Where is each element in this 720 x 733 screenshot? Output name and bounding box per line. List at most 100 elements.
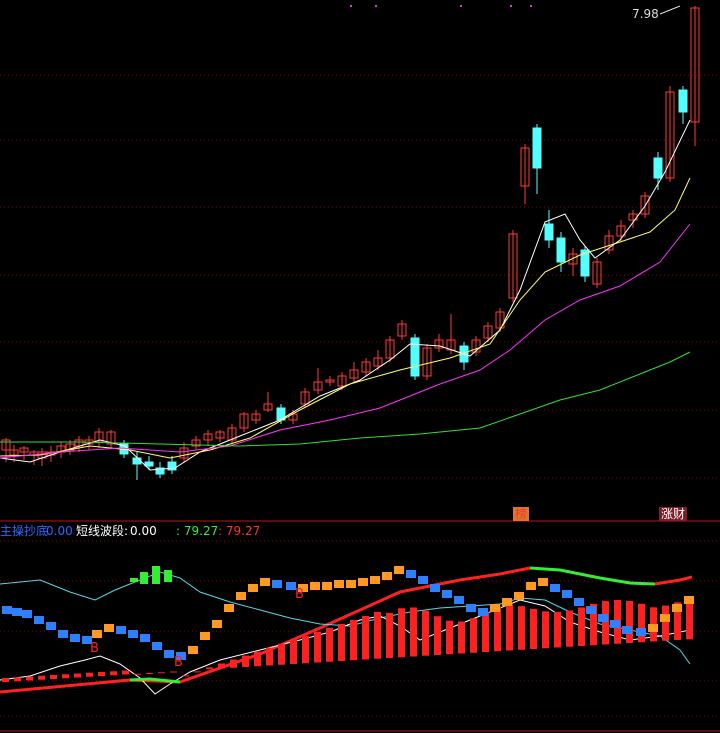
ma-mid-line	[0, 177, 691, 459]
histogram-bar	[590, 603, 597, 646]
indicator-graphics	[2, 566, 694, 684]
candle-body	[19, 447, 29, 453]
indicator-title[interactable]: 主操抄底	[0, 524, 49, 538]
step-block	[164, 650, 174, 658]
step-block	[128, 630, 138, 638]
histogram-bar	[194, 671, 201, 673]
marker-dot	[460, 5, 462, 7]
trend-line-down	[129, 677, 181, 684]
step-block	[478, 608, 488, 616]
histogram-bar	[146, 673, 153, 674]
step-block	[212, 620, 222, 628]
histogram-bar	[158, 672, 165, 674]
histogram-bar	[386, 612, 393, 658]
tag-zhangcai[interactable]: 涨财	[659, 507, 688, 521]
histogram-bar	[338, 623, 345, 661]
step-block	[34, 616, 44, 624]
step-block	[176, 652, 186, 660]
candle-body	[397, 323, 407, 337]
step-block	[454, 596, 464, 604]
histogram-bar	[374, 611, 381, 659]
candle-body	[568, 253, 578, 265]
step-block	[514, 592, 524, 600]
candlesticks[interactable]	[1, 5, 700, 480]
peak-bar	[140, 572, 148, 584]
indicator-value-red: : 79.27	[218, 524, 261, 538]
step-block	[2, 606, 12, 614]
step-block	[660, 614, 670, 622]
step-block	[286, 582, 296, 590]
histogram-bar	[542, 611, 549, 649]
candle-body	[495, 311, 505, 329]
candle-body	[132, 457, 142, 465]
step-block	[188, 646, 198, 654]
step-block	[442, 590, 452, 598]
peak-bar	[164, 570, 172, 582]
candle-body	[653, 157, 663, 179]
histogram-bar	[686, 597, 693, 640]
candle-body	[471, 339, 481, 353]
candle-body	[665, 91, 675, 179]
candle-body	[1, 439, 11, 451]
step-block	[116, 626, 126, 634]
step-block	[550, 584, 560, 592]
candle-body	[544, 223, 554, 241]
candle-body	[155, 467, 165, 475]
trend-line-up	[654, 575, 693, 586]
histogram-bar	[662, 605, 669, 641]
histogram-bar	[350, 619, 357, 661]
histogram-bar	[134, 673, 141, 675]
tag-bang[interactable]: 榜	[513, 507, 530, 521]
indicator-value-green: : 79.27	[176, 524, 219, 538]
step-block	[418, 576, 428, 584]
marker-dot	[530, 5, 532, 7]
histogram-bar	[230, 659, 237, 668]
histogram-bar	[410, 607, 417, 657]
step-block	[322, 582, 332, 590]
candle-body	[483, 325, 493, 339]
histogram-bar	[98, 672, 105, 676]
step-block	[672, 604, 682, 612]
indicator-title-value: 0.00	[46, 524, 73, 538]
step-block	[152, 642, 162, 650]
step-block	[648, 624, 658, 632]
histogram-bar	[182, 675, 189, 677]
histogram-bar	[50, 675, 57, 679]
histogram-bar	[422, 610, 429, 656]
step-block	[684, 596, 694, 604]
step-block	[310, 582, 320, 590]
candle-body	[144, 461, 154, 467]
candle-body	[508, 233, 518, 299]
step-block	[224, 604, 234, 612]
step-block	[430, 584, 440, 592]
candle-body	[678, 89, 688, 113]
candle-body	[106, 431, 116, 445]
step-block	[562, 590, 572, 598]
wave-label: 短线波段:	[76, 524, 129, 538]
step-block	[406, 570, 416, 578]
candle-body	[9, 449, 19, 456]
candle-body	[592, 261, 602, 285]
candle-body	[276, 407, 286, 421]
buy-signal-b: B	[174, 655, 183, 670]
step-block	[22, 610, 32, 618]
histogram-bar	[602, 601, 609, 645]
histogram-bar	[326, 627, 333, 662]
histogram-bar	[110, 671, 117, 676]
histogram-bar	[554, 611, 561, 648]
histogram-bar	[494, 606, 501, 652]
candle-body	[640, 195, 650, 215]
step-block	[12, 608, 22, 616]
candle-body	[227, 427, 237, 441]
histogram-bar	[14, 677, 21, 682]
candle-body	[215, 431, 225, 439]
wave-value: 0.00	[130, 524, 157, 538]
histogram-bar	[38, 675, 45, 680]
step-block	[622, 626, 632, 634]
histogram-bar	[242, 655, 249, 667]
histogram-bar	[434, 616, 441, 655]
step-block	[58, 630, 68, 638]
candle-body	[385, 339, 395, 359]
candle-body	[580, 249, 590, 277]
